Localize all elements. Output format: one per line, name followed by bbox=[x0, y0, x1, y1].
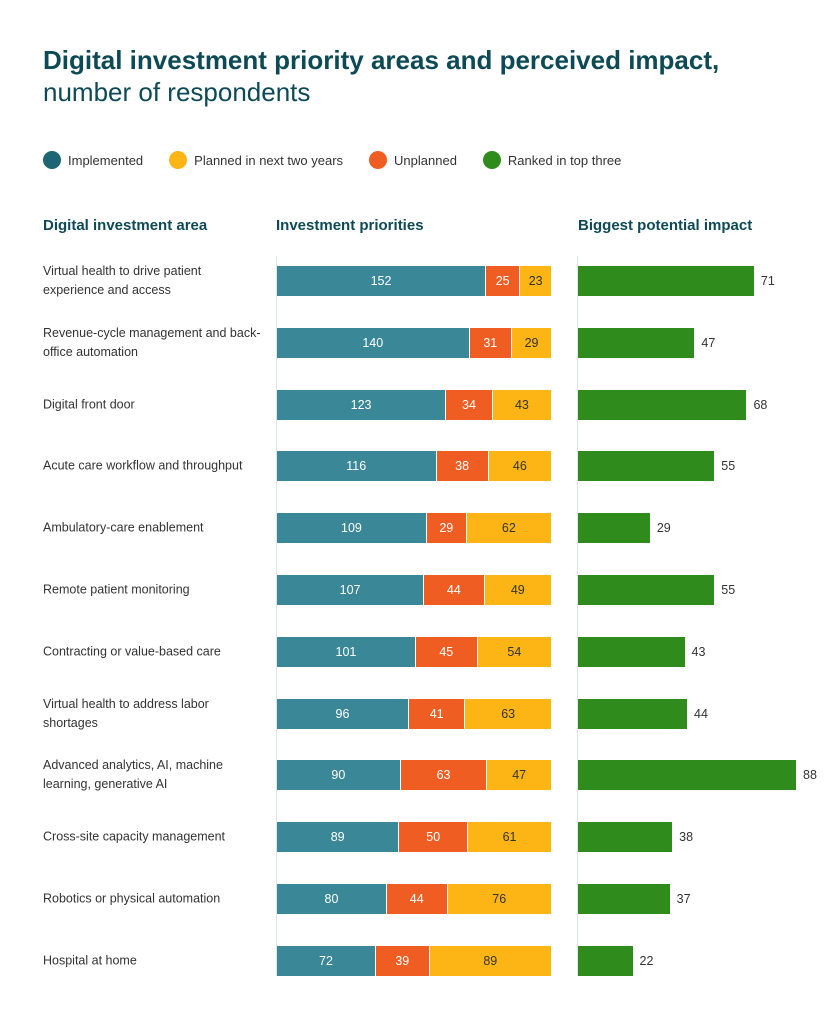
impact-value-label: 68 bbox=[753, 397, 768, 412]
bar-unplanned: 45 bbox=[415, 636, 478, 667]
legend-item-ranked: Ranked in top three bbox=[482, 151, 622, 169]
legend-dot bbox=[43, 151, 61, 169]
bar-implemented: 123 bbox=[277, 389, 447, 420]
impact-value-label: 37 bbox=[676, 892, 691, 906]
bar-implemented: 72 bbox=[277, 945, 376, 976]
bar-planned: 47 bbox=[487, 760, 552, 791]
bar-planned: 61 bbox=[468, 822, 552, 853]
legend-dot bbox=[169, 151, 188, 169]
bar-planned: 49 bbox=[484, 575, 552, 605]
bar-unplanned: 38 bbox=[436, 451, 489, 482]
category-label: Acute care workflow and throughput bbox=[43, 458, 243, 473]
bar-planned: 89 bbox=[429, 945, 552, 976]
bar-planned: 62 bbox=[466, 513, 552, 544]
legend-label: Planned in next two years bbox=[194, 152, 344, 168]
legend-item-implemented: Implemented bbox=[43, 151, 143, 169]
bar-impact bbox=[578, 636, 685, 667]
legend: Implemented Planned in next two years Un… bbox=[43, 151, 647, 169]
bar-implemented: 96 bbox=[277, 698, 409, 729]
bar-planned: 46 bbox=[488, 451, 552, 482]
title-bold: Digital investment priority areas and pe… bbox=[43, 45, 720, 75]
title-rest: number of respondents bbox=[43, 77, 311, 107]
bar-implemented: 107 bbox=[277, 575, 425, 605]
bar-unplanned: 29 bbox=[426, 513, 467, 544]
bar-impact bbox=[578, 698, 687, 729]
column-header-impact: Biggest potential impact bbox=[578, 217, 753, 234]
legend-label: Implemented bbox=[68, 152, 144, 168]
bar-unplanned: 31 bbox=[469, 327, 513, 358]
legend-dot bbox=[482, 151, 501, 169]
bar-unplanned: 34 bbox=[446, 389, 493, 420]
impact-value-label: 22 bbox=[639, 953, 654, 968]
legend-item-planned: Planned in next two years bbox=[169, 151, 343, 169]
category-label: Hospital at home bbox=[43, 953, 137, 968]
bar-implemented: 116 bbox=[277, 451, 437, 482]
bar-implemented: 80 bbox=[277, 884, 387, 914]
bar-impact bbox=[578, 266, 754, 296]
bar-impact bbox=[578, 884, 670, 914]
bar-impact bbox=[578, 389, 747, 420]
bar-impact bbox=[578, 327, 695, 358]
bar-implemented: 109 bbox=[277, 513, 427, 544]
category-label: Contracting or value-based care bbox=[43, 644, 221, 659]
bar-planned: 76 bbox=[447, 884, 552, 914]
impact-axis bbox=[577, 256, 578, 976]
category-label: Ambulatory-care enablement bbox=[43, 520, 204, 535]
category-label: Revenue-cycle management and back-office… bbox=[43, 325, 261, 359]
bar-unplanned: 63 bbox=[400, 760, 488, 791]
bar-unplanned: 44 bbox=[387, 884, 448, 914]
legend-label: Ranked in top three bbox=[507, 152, 622, 168]
impact-value-label: 43 bbox=[691, 644, 706, 659]
category-label: Cross-site capacity management bbox=[43, 829, 226, 844]
impact-value-label: 47 bbox=[701, 335, 716, 350]
impact-value-label: 55 bbox=[721, 459, 736, 474]
legend-label: Unplanned bbox=[394, 152, 457, 168]
bar-unplanned: 41 bbox=[409, 698, 466, 729]
impact-value-label: 29 bbox=[656, 521, 671, 536]
chart-title: Digital investment priority areas and pe… bbox=[43, 44, 813, 108]
bar-planned: 43 bbox=[492, 389, 552, 420]
bar-impact bbox=[578, 451, 715, 482]
category-label: Advanced analytics, AI, machine learning… bbox=[43, 758, 223, 792]
bar-impact bbox=[578, 945, 633, 976]
bar-impact bbox=[578, 513, 650, 544]
bar-planned: 63 bbox=[465, 698, 552, 729]
legend-item-unplanned: Unplanned bbox=[369, 151, 457, 169]
bar-implemented: 140 bbox=[277, 327, 470, 358]
bar-implemented: 90 bbox=[277, 760, 401, 791]
bar-unplanned: 44 bbox=[424, 575, 485, 605]
bar-implemented: 152 bbox=[277, 266, 486, 296]
legend-dot bbox=[369, 151, 388, 169]
bar-planned: 29 bbox=[512, 327, 552, 358]
category-label: Digital front door bbox=[43, 397, 135, 412]
bar-implemented: 101 bbox=[277, 636, 416, 667]
priorities-axis bbox=[276, 256, 277, 976]
category-label: Virtual health to drive patient experien… bbox=[43, 264, 202, 297]
column-header-priorities: Investment priorities bbox=[276, 217, 424, 234]
bar-planned: 23 bbox=[520, 266, 552, 296]
category-label: Robotics or physical automation bbox=[43, 891, 221, 906]
bar-impact bbox=[578, 822, 673, 853]
impact-value-label: 38 bbox=[679, 830, 694, 845]
bar-unplanned: 50 bbox=[399, 822, 469, 853]
bar-unplanned: 39 bbox=[376, 945, 430, 976]
bar-impact bbox=[578, 575, 715, 605]
impact-value-label: 44 bbox=[694, 706, 708, 721]
bar-planned: 54 bbox=[477, 636, 552, 667]
category-label: Remote patient monitoring bbox=[43, 582, 190, 597]
impact-value-label: 71 bbox=[760, 274, 775, 288]
bar-impact bbox=[578, 760, 796, 791]
impact-value-label: 88 bbox=[803, 768, 817, 783]
category-label: Virtual health to address labor shortage… bbox=[43, 696, 209, 730]
bar-implemented: 89 bbox=[277, 822, 400, 853]
bar-unplanned: 25 bbox=[486, 266, 521, 296]
impact-value-label: 55 bbox=[721, 583, 736, 597]
column-header-area: Digital investment area bbox=[43, 217, 208, 234]
